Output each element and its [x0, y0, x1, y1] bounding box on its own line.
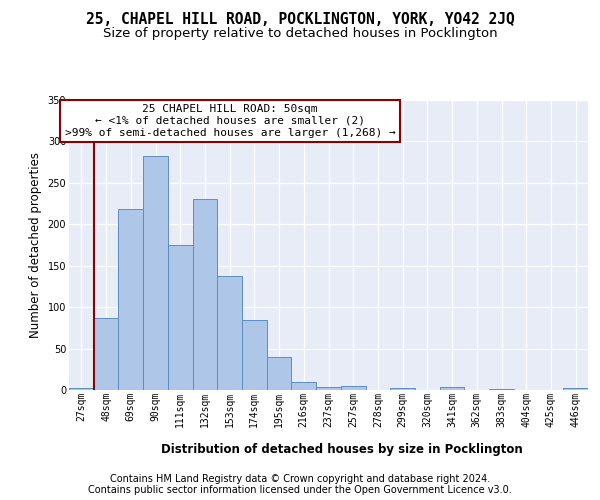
Bar	[168, 245, 193, 390]
Bar	[292, 382, 316, 390]
Bar	[193, 198, 217, 390]
Bar	[316, 386, 341, 390]
Bar	[440, 386, 464, 390]
Bar	[267, 357, 292, 390]
Text: 25 CHAPEL HILL ROAD: 50sqm
← <1% of detached houses are smaller (2)
>99% of semi: 25 CHAPEL HILL ROAD: 50sqm ← <1% of deta…	[65, 104, 395, 138]
Text: 25, CHAPEL HILL ROAD, POCKLINGTON, YORK, YO42 2JQ: 25, CHAPEL HILL ROAD, POCKLINGTON, YORK,…	[86, 12, 514, 28]
Bar	[69, 388, 94, 390]
Text: Distribution of detached houses by size in Pocklington: Distribution of detached houses by size …	[161, 442, 523, 456]
Bar	[390, 388, 415, 390]
Bar	[143, 156, 168, 390]
Bar	[489, 389, 514, 390]
Bar	[242, 320, 267, 390]
Text: Contains public sector information licensed under the Open Government Licence v3: Contains public sector information licen…	[88, 485, 512, 495]
Bar	[94, 318, 118, 390]
Bar	[341, 386, 365, 390]
Text: Size of property relative to detached houses in Pocklington: Size of property relative to detached ho…	[103, 28, 497, 40]
Text: Contains HM Land Registry data © Crown copyright and database right 2024.: Contains HM Land Registry data © Crown c…	[110, 474, 490, 484]
Y-axis label: Number of detached properties: Number of detached properties	[29, 152, 42, 338]
Bar	[118, 210, 143, 390]
Bar	[217, 276, 242, 390]
Bar	[563, 388, 588, 390]
